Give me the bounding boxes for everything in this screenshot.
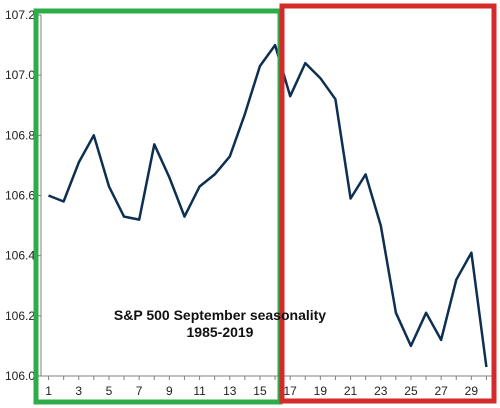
y-tick-label: 107.2 (5, 8, 35, 22)
x-tick-label: 11 (193, 384, 206, 398)
y-tick-label: 107.0 (5, 68, 35, 82)
x-tick-label: 3 (75, 384, 82, 398)
x-tick-label: 1 (45, 384, 52, 398)
y-tick-label: 106.4 (5, 249, 35, 263)
x-tick-label: 25 (404, 384, 418, 398)
y-tick-label: 106.0 (5, 369, 35, 383)
x-tick-label: 5 (106, 384, 113, 398)
series-line (48, 43, 488, 368)
green-highlight-box (33, 8, 283, 405)
x-tick-label: 9 (166, 384, 173, 398)
chart-subtitle: 1985-2019 (187, 324, 254, 340)
x-tick-label: 7 (136, 384, 143, 398)
x-tick-label: 21 (344, 384, 358, 398)
y-tick-label: 106.6 (5, 189, 35, 203)
highlight-boxes (33, 3, 497, 405)
chart-title: S&P 500 September seasonality (114, 307, 326, 323)
y-tick-label: 106.2 (5, 309, 35, 323)
x-tick-label: 29 (465, 384, 479, 398)
red-highlight-box (279, 3, 497, 404)
y-tick-label: 106.8 (5, 128, 35, 142)
x-tick-label: 23 (374, 384, 388, 398)
x-tick-label: 17 (283, 384, 297, 398)
x-tick-label: 13 (223, 384, 237, 398)
x-tick-label: 19 (314, 384, 328, 398)
x-axis-ticks: 1 3 5 7 9 11 13 15 17 19 21 23 25 27 29 (45, 376, 487, 398)
y-axis-ticks: 106.0 106.2 106.4 106.6 106.8 107.0 107.2 (5, 8, 41, 383)
x-tick-label: 27 (434, 384, 448, 398)
x-tick-label: 15 (253, 384, 267, 398)
